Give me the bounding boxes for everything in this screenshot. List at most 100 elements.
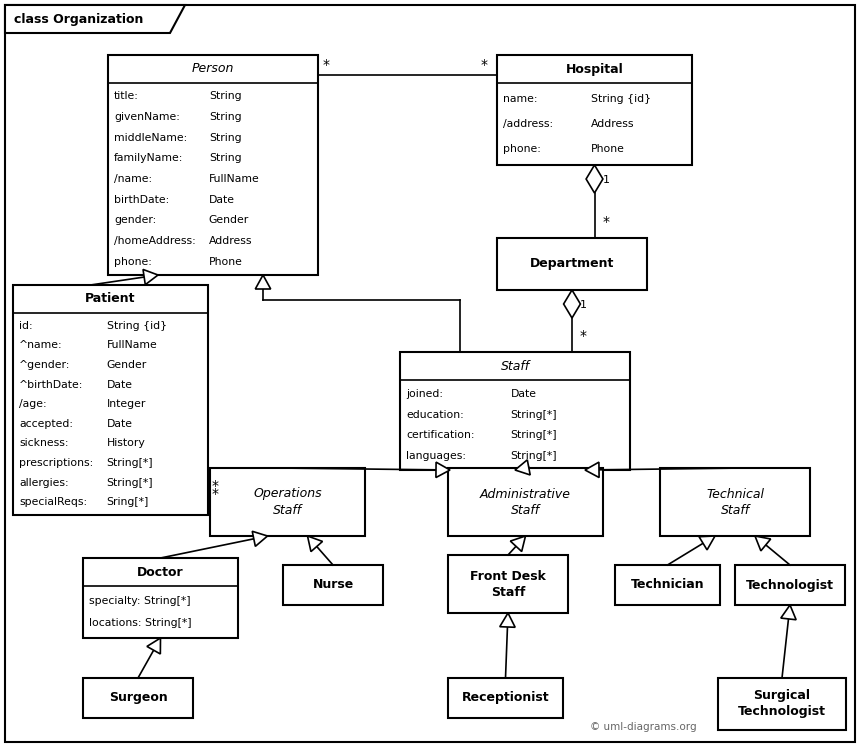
- Text: Receptionist: Receptionist: [462, 692, 550, 704]
- Text: History: History: [107, 438, 145, 448]
- Text: locations: String[*]: locations: String[*]: [89, 619, 192, 628]
- Text: String {id}: String {id}: [591, 94, 651, 104]
- Polygon shape: [699, 536, 715, 550]
- Polygon shape: [563, 290, 581, 318]
- Text: Hospital: Hospital: [566, 63, 624, 75]
- Text: © uml-diagrams.org: © uml-diagrams.org: [590, 722, 697, 732]
- Bar: [448, 555, 568, 613]
- Text: Date: Date: [209, 195, 235, 205]
- Text: *: *: [323, 58, 330, 72]
- Bar: [400, 352, 630, 470]
- Polygon shape: [308, 536, 322, 551]
- Bar: [83, 678, 193, 718]
- Text: *: *: [603, 215, 610, 229]
- Text: 1: 1: [603, 175, 610, 185]
- Text: Technician: Technician: [630, 578, 704, 592]
- Text: Gender: Gender: [209, 215, 249, 226]
- Bar: [108, 55, 318, 275]
- Text: /name:: /name:: [114, 174, 152, 184]
- Text: *: *: [580, 329, 587, 343]
- Text: Nurse: Nurse: [312, 578, 353, 592]
- Text: String[*]: String[*]: [510, 430, 557, 441]
- Text: specialReqs:: specialReqs:: [19, 498, 87, 507]
- Text: Administrative
Staff: Administrative Staff: [480, 488, 571, 516]
- Text: String: String: [209, 133, 242, 143]
- Text: birthDate:: birthDate:: [114, 195, 169, 205]
- Text: ^gender:: ^gender:: [19, 360, 71, 370]
- Text: languages:: languages:: [406, 451, 466, 462]
- Bar: [83, 558, 238, 638]
- Text: ^birthDate:: ^birthDate:: [19, 379, 83, 390]
- Text: Person: Person: [192, 63, 234, 75]
- Text: Operations
Staff: Operations Staff: [253, 488, 322, 516]
- Polygon shape: [436, 462, 450, 477]
- Text: Patient: Patient: [85, 293, 136, 306]
- Text: Technical
Staff: Technical Staff: [706, 488, 764, 516]
- Bar: [735, 565, 845, 605]
- Text: gender:: gender:: [114, 215, 157, 226]
- Bar: [448, 678, 563, 718]
- Polygon shape: [781, 605, 796, 620]
- Text: /address:: /address:: [503, 119, 553, 129]
- Polygon shape: [587, 165, 603, 193]
- Text: name:: name:: [503, 94, 538, 104]
- Text: FullName: FullName: [209, 174, 260, 184]
- Text: joined:: joined:: [406, 388, 443, 399]
- Bar: [210, 468, 365, 536]
- Text: sickness:: sickness:: [19, 438, 69, 448]
- Text: Surgeon: Surgeon: [108, 692, 168, 704]
- Text: String: String: [209, 153, 242, 164]
- Text: Staff: Staff: [501, 359, 530, 373]
- Text: middleName:: middleName:: [114, 133, 187, 143]
- Polygon shape: [255, 275, 271, 289]
- Text: String[*]: String[*]: [510, 451, 557, 462]
- Text: String: String: [209, 91, 242, 102]
- Text: familyName:: familyName:: [114, 153, 183, 164]
- Bar: [13, 285, 208, 515]
- Bar: [660, 468, 810, 536]
- Bar: [497, 55, 692, 165]
- Text: class Organization: class Organization: [14, 13, 144, 25]
- Text: phone:: phone:: [503, 144, 541, 154]
- Polygon shape: [143, 270, 158, 285]
- Text: /age:: /age:: [19, 399, 46, 409]
- Text: Front Desk
Staff: Front Desk Staff: [470, 569, 546, 598]
- Text: ^name:: ^name:: [19, 341, 63, 350]
- Text: Sring[*]: Sring[*]: [107, 498, 149, 507]
- Text: title:: title:: [114, 91, 138, 102]
- Text: phone:: phone:: [114, 256, 152, 267]
- Text: Address: Address: [209, 236, 252, 246]
- Text: String {id}: String {id}: [107, 320, 167, 331]
- Text: Department: Department: [530, 258, 614, 270]
- Text: 1: 1: [580, 300, 587, 310]
- Polygon shape: [510, 536, 525, 551]
- Polygon shape: [500, 613, 515, 627]
- Text: Doctor: Doctor: [138, 565, 184, 578]
- Text: education:: education:: [406, 409, 464, 420]
- Text: *: *: [212, 479, 219, 493]
- Polygon shape: [252, 531, 267, 546]
- Text: Date: Date: [107, 379, 132, 390]
- Text: String: String: [209, 112, 242, 122]
- Text: Integer: Integer: [107, 399, 146, 409]
- Text: Phone: Phone: [209, 256, 243, 267]
- Text: FullName: FullName: [107, 341, 157, 350]
- Text: *: *: [212, 487, 219, 501]
- Text: Phone: Phone: [591, 144, 624, 154]
- Polygon shape: [515, 460, 531, 475]
- Text: specialty: String[*]: specialty: String[*]: [89, 595, 191, 606]
- Polygon shape: [755, 536, 771, 551]
- Polygon shape: [147, 638, 161, 654]
- Text: accepted:: accepted:: [19, 419, 73, 429]
- Text: Technologist: Technologist: [746, 578, 834, 592]
- Bar: [497, 238, 647, 290]
- Text: Date: Date: [107, 419, 132, 429]
- Text: String[*]: String[*]: [107, 458, 153, 468]
- Text: allergies:: allergies:: [19, 477, 69, 488]
- Text: Address: Address: [591, 119, 634, 129]
- Text: prescriptions:: prescriptions:: [19, 458, 93, 468]
- Text: givenName:: givenName:: [114, 112, 180, 122]
- Text: id:: id:: [19, 320, 33, 331]
- Text: *: *: [481, 58, 488, 72]
- Text: /homeAddress:: /homeAddress:: [114, 236, 196, 246]
